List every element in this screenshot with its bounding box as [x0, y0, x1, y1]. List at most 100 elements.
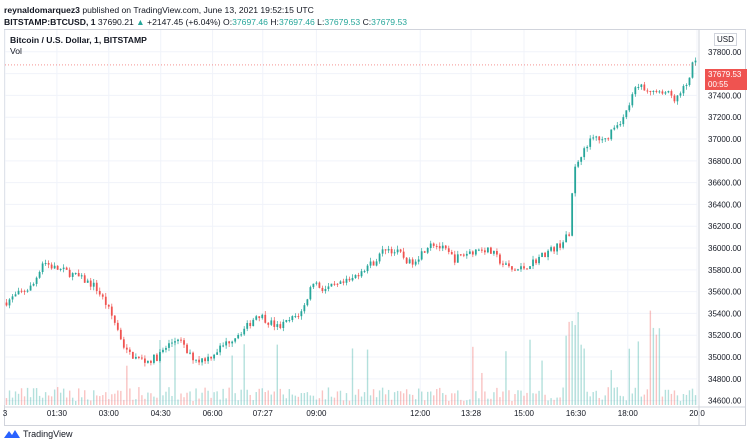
candle-body [532, 259, 534, 267]
candle-body [110, 306, 113, 316]
candle-body [71, 273, 74, 277]
candle-body [393, 252, 396, 254]
volume-bar [466, 400, 468, 405]
candle-body [65, 267, 68, 270]
candle-body [98, 290, 101, 295]
volume-bar [180, 393, 182, 405]
candle-body [116, 322, 119, 330]
footer-brand[interactable]: TradingView [4, 429, 73, 439]
volume-bar [694, 395, 697, 405]
volume-bar [87, 399, 89, 405]
volume-bar [682, 394, 685, 405]
volume-bar [451, 393, 453, 405]
candle-body [342, 281, 345, 283]
volume-bar [345, 393, 348, 405]
volume-bar [44, 392, 47, 405]
candle-body [128, 349, 131, 352]
volume-bar [628, 348, 631, 405]
candle-body [35, 277, 38, 284]
volume-bar [96, 395, 98, 405]
y-tick-label: 35200.00 [708, 331, 742, 340]
candle-body [330, 283, 333, 287]
candle-body [490, 247, 492, 254]
author-name[interactable]: reynaldomarquez3 [4, 5, 80, 15]
candle-body [131, 351, 134, 359]
candle-body [553, 247, 555, 252]
close-label: C: [362, 17, 372, 27]
x-tick-label: 06:00 [203, 409, 224, 418]
volume-bar [463, 400, 465, 405]
candle-body [246, 322, 249, 329]
candle-body [8, 299, 11, 306]
volume-bar [433, 395, 435, 405]
volume-bar [297, 396, 300, 405]
volume-bar [294, 395, 297, 405]
volume-bar [529, 339, 531, 405]
candle-body [234, 338, 237, 342]
currency-label[interactable]: USD [714, 33, 737, 46]
volume-bar [363, 392, 366, 405]
candle-body [568, 234, 571, 236]
volume-bar [493, 392, 495, 405]
candle-body [89, 280, 92, 287]
candle-body [598, 136, 601, 141]
volume-bar [475, 391, 477, 405]
candle-body [357, 275, 360, 277]
candle-body [520, 266, 522, 270]
candle-body [694, 60, 697, 63]
volume-bar [285, 398, 288, 405]
candle-body [186, 344, 188, 354]
candle-body [441, 245, 444, 249]
y-tick-label: 37400.00 [708, 91, 742, 100]
volume-bar [408, 394, 411, 405]
volume-bar [270, 394, 272, 405]
volume-bar [622, 396, 624, 405]
candle-body [622, 117, 625, 125]
volume-bar [571, 320, 573, 405]
volume-bar [574, 325, 576, 405]
y-tick-label: 36400.00 [708, 200, 742, 209]
volume-bar [411, 394, 414, 405]
volume-bar [640, 396, 643, 405]
volume-bar [568, 321, 570, 405]
candle-body [23, 290, 26, 292]
candle-body [559, 243, 562, 248]
volume-bar [114, 393, 116, 405]
volume-bar [366, 349, 369, 405]
candle-body [402, 251, 405, 258]
volume-bar [261, 388, 263, 405]
volume-bar [421, 391, 423, 405]
candle-body [104, 296, 107, 305]
candle-body [174, 341, 176, 343]
candle-body [673, 95, 676, 102]
candle-body [459, 254, 462, 256]
volume-bar [652, 327, 655, 405]
published-text: published on TradingView.com, June 13, 2… [82, 5, 314, 15]
volume-bar [159, 340, 161, 405]
candle-body [297, 316, 300, 318]
candle-body [444, 245, 447, 249]
volume-bar [213, 392, 215, 405]
symbol-info-bar: BITSTAMP:BTCUSD, 1 37690.21 ▲ +2147.45 (… [4, 16, 746, 28]
volume-bar [312, 395, 315, 405]
candle-body [634, 87, 637, 95]
volume-bar [201, 392, 203, 405]
candle-body [86, 280, 89, 283]
candle-body [153, 354, 155, 363]
candle-body [541, 252, 543, 257]
volume-bar [679, 400, 682, 405]
volume-bar [29, 397, 32, 405]
volume-bar [550, 398, 552, 405]
volume-bar [41, 397, 44, 405]
candle-body [550, 247, 552, 251]
volume-bar [348, 400, 351, 405]
candle-body [213, 354, 216, 359]
candle-body [345, 278, 348, 283]
candle-body [14, 294, 17, 297]
badge-countdown: 00:55 [708, 80, 729, 89]
volume-bar [204, 387, 206, 405]
badge-price: 37679.53 [708, 70, 742, 79]
volume-bar [369, 395, 372, 405]
candle-body [92, 282, 95, 287]
